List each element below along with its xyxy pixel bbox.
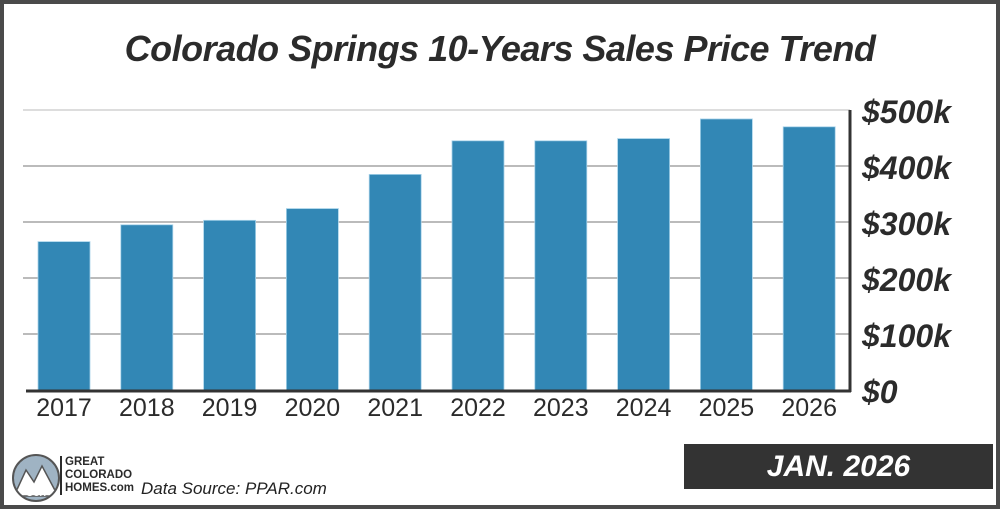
bar-2019: [203, 219, 257, 391]
bar-2025: [700, 118, 753, 391]
y-tick-label: $100k: [861, 318, 953, 354]
bar-2017: [37, 241, 91, 391]
x-tick-label: 2017: [36, 394, 92, 422]
x-tick-label: 2025: [699, 394, 755, 422]
logo-mountain-icon: GCH: [12, 454, 60, 502]
x-tick-label: 2021: [367, 394, 423, 422]
date-badge: JAN. 2026: [684, 444, 993, 489]
y-tick-label: $400k: [861, 150, 953, 186]
logo-line: GREAT: [65, 456, 105, 468]
x-tick-label: 2018: [119, 394, 175, 422]
logo-line: COLORADO: [65, 469, 133, 481]
x-tick-label: 2024: [616, 394, 672, 422]
bar-2018: [120, 224, 174, 391]
x-tick-label: 2026: [781, 394, 837, 422]
bar-2021: [368, 173, 422, 391]
bar-2020: [285, 208, 339, 391]
logo-wordmark: GREAT COLORADO HOMES.com: [60, 456, 134, 495]
y-tick-label: $500k: [861, 94, 953, 130]
x-tick-label: 2019: [202, 394, 258, 422]
x-tick-label: 2020: [285, 394, 341, 422]
bar-2022: [451, 140, 505, 391]
bar-2023: [534, 140, 588, 391]
bar-2024: [617, 138, 670, 391]
bar-2026: [782, 126, 836, 391]
data-source: Data Source: PPAR.com: [141, 479, 327, 498]
y-tick-label: $200k: [861, 262, 953, 298]
logo-mark: GCH: [26, 488, 46, 498]
x-tick-label: 2023: [533, 394, 589, 422]
chart-title: Colorado Springs 10-Years Sales Price Tr…: [124, 28, 876, 69]
y-tick-label: $0: [861, 374, 898, 410]
logo-line: HOMES.com: [65, 482, 135, 494]
x-tick-label: 2022: [450, 394, 506, 422]
y-tick-label: $300k: [861, 206, 953, 242]
